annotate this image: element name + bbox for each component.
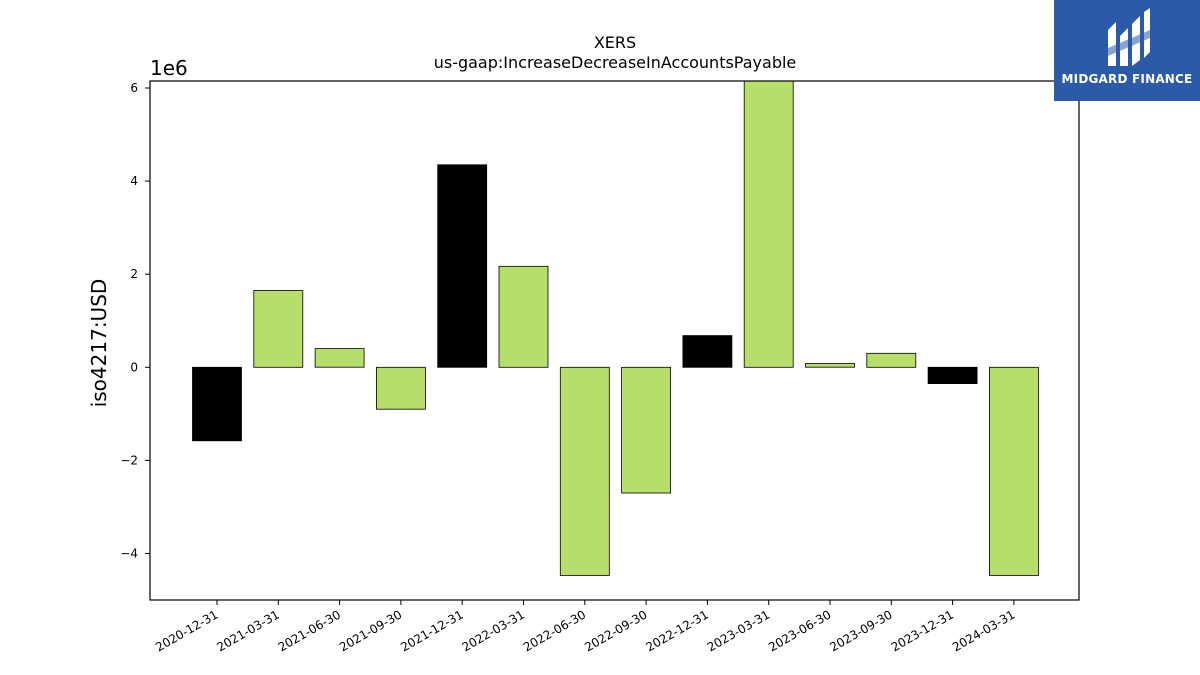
bar-2023-09-30 [866, 352, 917, 368]
bar-2022-06-30 [559, 366, 610, 576]
x-tick-label: 2023-09-30 [827, 607, 894, 654]
x-tick-label: 2023-03-31 [705, 607, 772, 654]
x-tick-label: 2020-12-31 [153, 607, 220, 654]
bar-2023-12-31 [927, 366, 978, 384]
bar-2022-12-31 [682, 335, 733, 368]
x-tick-label: 2021-06-30 [276, 607, 343, 654]
x-axis-ticks: 2020-12-312021-03-312021-06-302021-09-30… [153, 600, 1017, 654]
y-axis-ticks: −4 −2 0 2 4 6 [120, 81, 150, 561]
y-tick-label: 2 [130, 267, 138, 281]
bar-2023-06-30 [805, 363, 855, 368]
chart-title: XERS [594, 33, 636, 52]
y-tick-label: −2 [120, 453, 138, 467]
x-tick-label: 2024-03-31 [950, 607, 1017, 654]
x-tick-label: 2022-03-31 [460, 607, 527, 654]
x-tick-label: 2022-12-31 [643, 607, 710, 654]
bar-2021-12-31 [437, 164, 488, 368]
y-tick-label: 6 [130, 81, 138, 95]
bar-2021-03-31 [253, 290, 304, 368]
x-tick-label: 2021-03-31 [214, 607, 281, 654]
bar-2021-09-30 [375, 366, 426, 410]
chart-subtitle: us-gaap:IncreaseDecreaseInAccountsPayabl… [434, 53, 797, 72]
bar-2022-09-30 [621, 366, 671, 494]
x-tick-label: 2022-06-30 [521, 607, 588, 654]
y-axis-offset-label: 1e6 [150, 56, 188, 80]
x-tick-label: 2021-12-31 [398, 607, 465, 654]
y-axis-label: iso4217:USD [87, 279, 111, 408]
plot-frame [149, 80, 1080, 601]
bar-2023-03-31 [743, 80, 794, 368]
x-tick-label: 2023-06-30 [766, 607, 833, 654]
brand-logo: MIDGARD FINANCE [1054, 0, 1200, 101]
y-tick-label: −4 [120, 547, 138, 561]
x-tick-label: 2021-09-30 [337, 607, 404, 654]
bar-2022-03-31 [498, 265, 549, 368]
x-tick-label: 2022-09-30 [582, 607, 649, 654]
bar-2020-12-31 [192, 366, 242, 442]
logo-text: MIDGARD FINANCE [1061, 72, 1193, 86]
y-tick-label: 0 [130, 360, 138, 374]
bar-2024-03-31 [989, 366, 1039, 576]
bar-2021-06-30 [314, 348, 365, 368]
midgard-finance-logo-icon [1108, 8, 1150, 66]
x-tick-label: 2023-12-31 [889, 607, 956, 654]
y-tick-label: 4 [130, 174, 138, 188]
bars-group [192, 80, 1039, 576]
